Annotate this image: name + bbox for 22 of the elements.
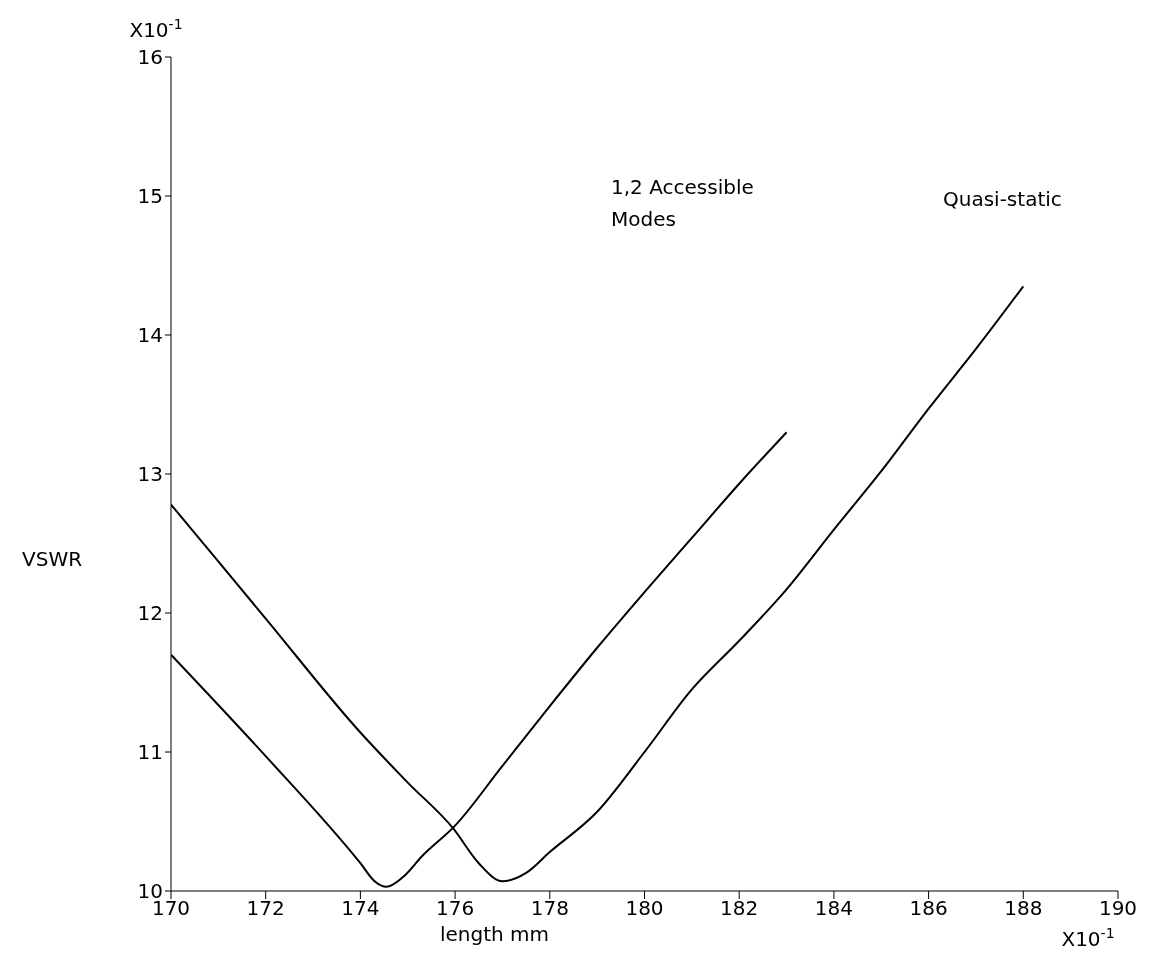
x-tick-label: 178 [530,896,569,921]
x-tick-label: 174 [341,896,380,921]
annotation: Quasi-static [943,187,1062,211]
x-tick-label: 176 [436,896,475,921]
x-tick-label: 172 [246,896,285,921]
x-tick-label: 180 [625,896,664,921]
y-tick-label: 14 [137,323,163,348]
y-tick-label: 11 [137,740,163,765]
x-tick-label: 190 [1098,896,1138,921]
x-tick-label: 182 [720,896,759,921]
x-tick-label: 184 [814,896,853,921]
y-tick-label: 16 [137,45,163,70]
text: X10$^{-1}$ [129,16,183,42]
y-tick-label: 12 [137,601,163,626]
y-tick-label: 15 [137,184,163,209]
y-tick-label: 13 [137,462,163,487]
x-tick-label: 188 [1004,896,1043,921]
y-axis-title: VSWR [22,546,83,571]
annotation: 1,2 Accessible Modes [611,175,754,231]
x-axis-title: length mm [439,922,550,946]
x-tick-label: 186 [909,896,948,921]
text: X10$^{-1}$ [1061,925,1115,951]
